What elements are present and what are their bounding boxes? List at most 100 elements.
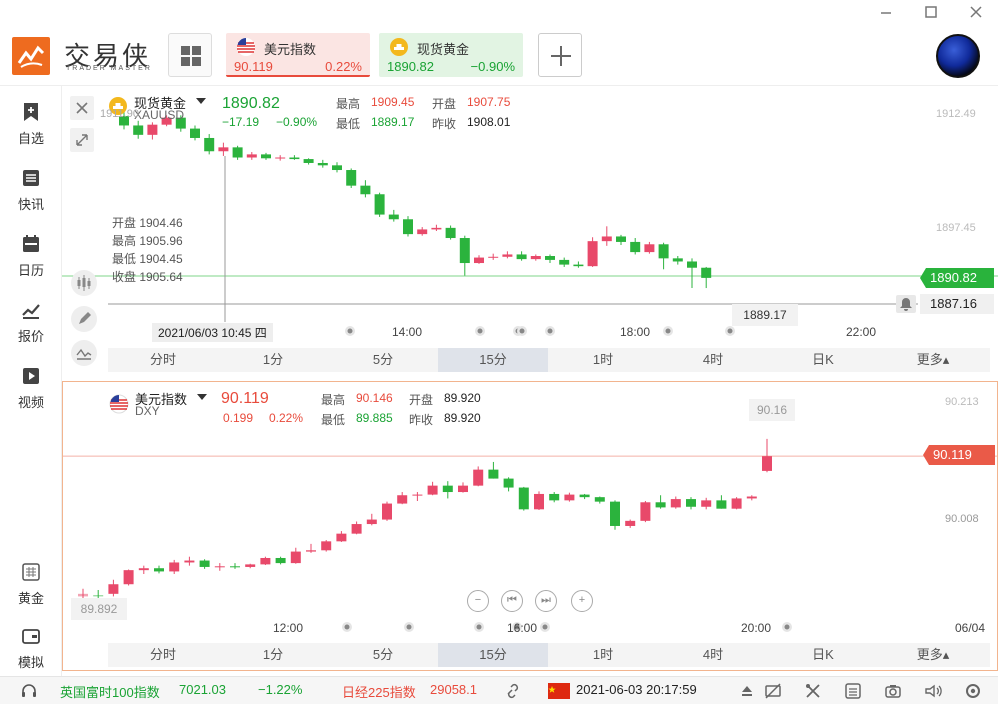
candle-body [303,159,314,163]
candle-body [459,238,470,264]
instrument-name[interactable]: 现货黄金 [134,96,187,111]
tools-icon[interactable] [804,682,822,700]
timeframe-2[interactable]: 5分 [372,647,394,662]
minimize-button[interactable] [876,4,896,20]
draw-tool-button[interactable] [71,306,97,332]
maximize-icon [925,6,937,18]
ticker-dxy[interactable]: 美元指数 90.119 0.22% [226,33,370,77]
candle-body [670,499,681,508]
chart-panel-xauusd: 现货黄金 XAUUSD 1890.82 −17.19 −0.90% 最高 190… [62,86,998,376]
candle-body [306,550,316,552]
timeframe-5[interactable]: 4时 [702,647,724,662]
camera-icon[interactable] [884,682,902,700]
timeframe-1[interactable]: 1分 [262,352,284,367]
expand-panel-button[interactable] [70,128,94,152]
candle-body [445,227,456,239]
sidebar-item-watchlist[interactable]: 自选 [0,98,62,152]
zoom-in-button[interactable]: + [571,590,593,612]
candle-body [474,257,484,264]
candle-body [204,137,215,152]
layout-grid-button[interactable] [168,33,212,77]
timeframe-6[interactable]: 日K [812,647,834,662]
status-index2-name[interactable]: 日经225指数 [342,685,416,700]
menu-icon[interactable] [844,682,862,700]
status-index1-change: −1.22% [258,682,303,697]
timeframe-2[interactable]: 5分 [372,352,394,367]
price-change: 0.199 [223,411,254,425]
sidebar-item-news[interactable]: 快讯 [0,164,62,218]
timeframe-7[interactable]: 更多▴ [916,352,950,367]
high-label: 最高 [336,97,361,111]
timeframe-bar: 分时 1分 5分 15分 1时 4时 日K 更多▴ [108,348,990,372]
candle-body [701,500,712,507]
price-alert-button[interactable] [896,295,916,313]
candle-body [716,500,727,509]
ticker-xauusd[interactable]: 现货黄金 1890.82 −0.90% [379,33,523,77]
sidebar-item-gold[interactable]: 黄金 [0,558,62,612]
hover-high: 最高 1905.96 [112,234,183,248]
timeframe-4[interactable]: 1时 [592,647,614,662]
sidebar-item-label: 自选 [17,131,44,146]
ticker-price: 90.119 [234,59,273,74]
timeframe-3[interactable]: 15分 [438,348,548,372]
settings-icon[interactable] [964,682,982,700]
link-icon[interactable] [504,682,522,700]
timeframe-0[interactable]: 分时 [149,647,176,662]
candle-body [549,493,560,501]
sidebar-item-simulate[interactable]: 模拟 [0,622,62,676]
candlestick-chart-xauusd[interactable] [62,86,998,348]
instrument-name[interactable]: 美元指数 [135,392,188,407]
zoom-out-button[interactable]: − [467,590,489,612]
ticker-change: 0.22% [325,59,362,74]
current-price: 90.119 [221,390,269,407]
scroll-dot-core [665,328,671,334]
close-button[interactable] [966,4,986,20]
timeframe-7[interactable]: 更多▴ [916,647,950,662]
caret-down-icon[interactable] [196,97,206,105]
timeframe-6[interactable]: 日K [812,352,834,367]
indicator-button[interactable] [71,340,97,366]
timeframe-0[interactable]: 分时 [149,352,176,367]
status-index1-name[interactable]: 英国富时100指数 [60,685,160,700]
timeframe-3[interactable]: 15分 [438,643,548,667]
skip-forward-button[interactable]: ⏭ [535,590,557,612]
high-price-marker: 90.16 [749,399,795,421]
sidebar-item-video[interactable]: 视频 [0,362,62,416]
timeframe-1[interactable]: 1分 [262,647,284,662]
candle-body [154,568,164,572]
candle-body [190,128,200,138]
price-change: −17.19 [222,115,260,129]
candle-type-button[interactable] [71,270,97,296]
eject-icon[interactable] [738,682,756,700]
ticker-name: 现货黄金 [417,42,470,57]
no-image-icon[interactable] [764,682,782,700]
skip-back-button[interactable]: ⏮ [501,590,523,612]
candlestick-chart-dxy[interactable] [63,382,997,644]
scroll-dot-core [347,328,353,334]
volume-icon[interactable] [924,682,942,700]
close-panel-button[interactable] [70,96,94,120]
sidebar-item-quotes[interactable]: 报价 [0,296,62,350]
status-datetime: 2021-06-03 20:17:59 [576,682,697,697]
candle-body [564,494,575,501]
scroll-dot-core [727,328,733,334]
y-axis-label: 1912.49 [936,108,976,120]
candle-body [503,478,514,488]
sidebar-item-calendar[interactable]: 日历 [0,230,62,284]
avatar[interactable] [936,34,980,78]
status-index2-value: 29058.1 [430,682,477,697]
candle-body [290,551,301,564]
maximize-button[interactable] [921,4,941,20]
candle-body [687,261,697,268]
timeframe-4[interactable]: 1时 [592,352,614,367]
candle-body [686,499,696,507]
caret-down-icon[interactable] [197,393,207,401]
bookmark-plus-icon [24,103,38,121]
add-ticker-button[interactable] [538,33,582,77]
headset-icon[interactable] [20,682,38,700]
pencil-icon [79,312,91,324]
us-flag-icon [237,38,255,56]
candle-body [545,256,555,260]
timeframe-5[interactable]: 4时 [702,352,724,367]
candle-body [630,241,641,253]
